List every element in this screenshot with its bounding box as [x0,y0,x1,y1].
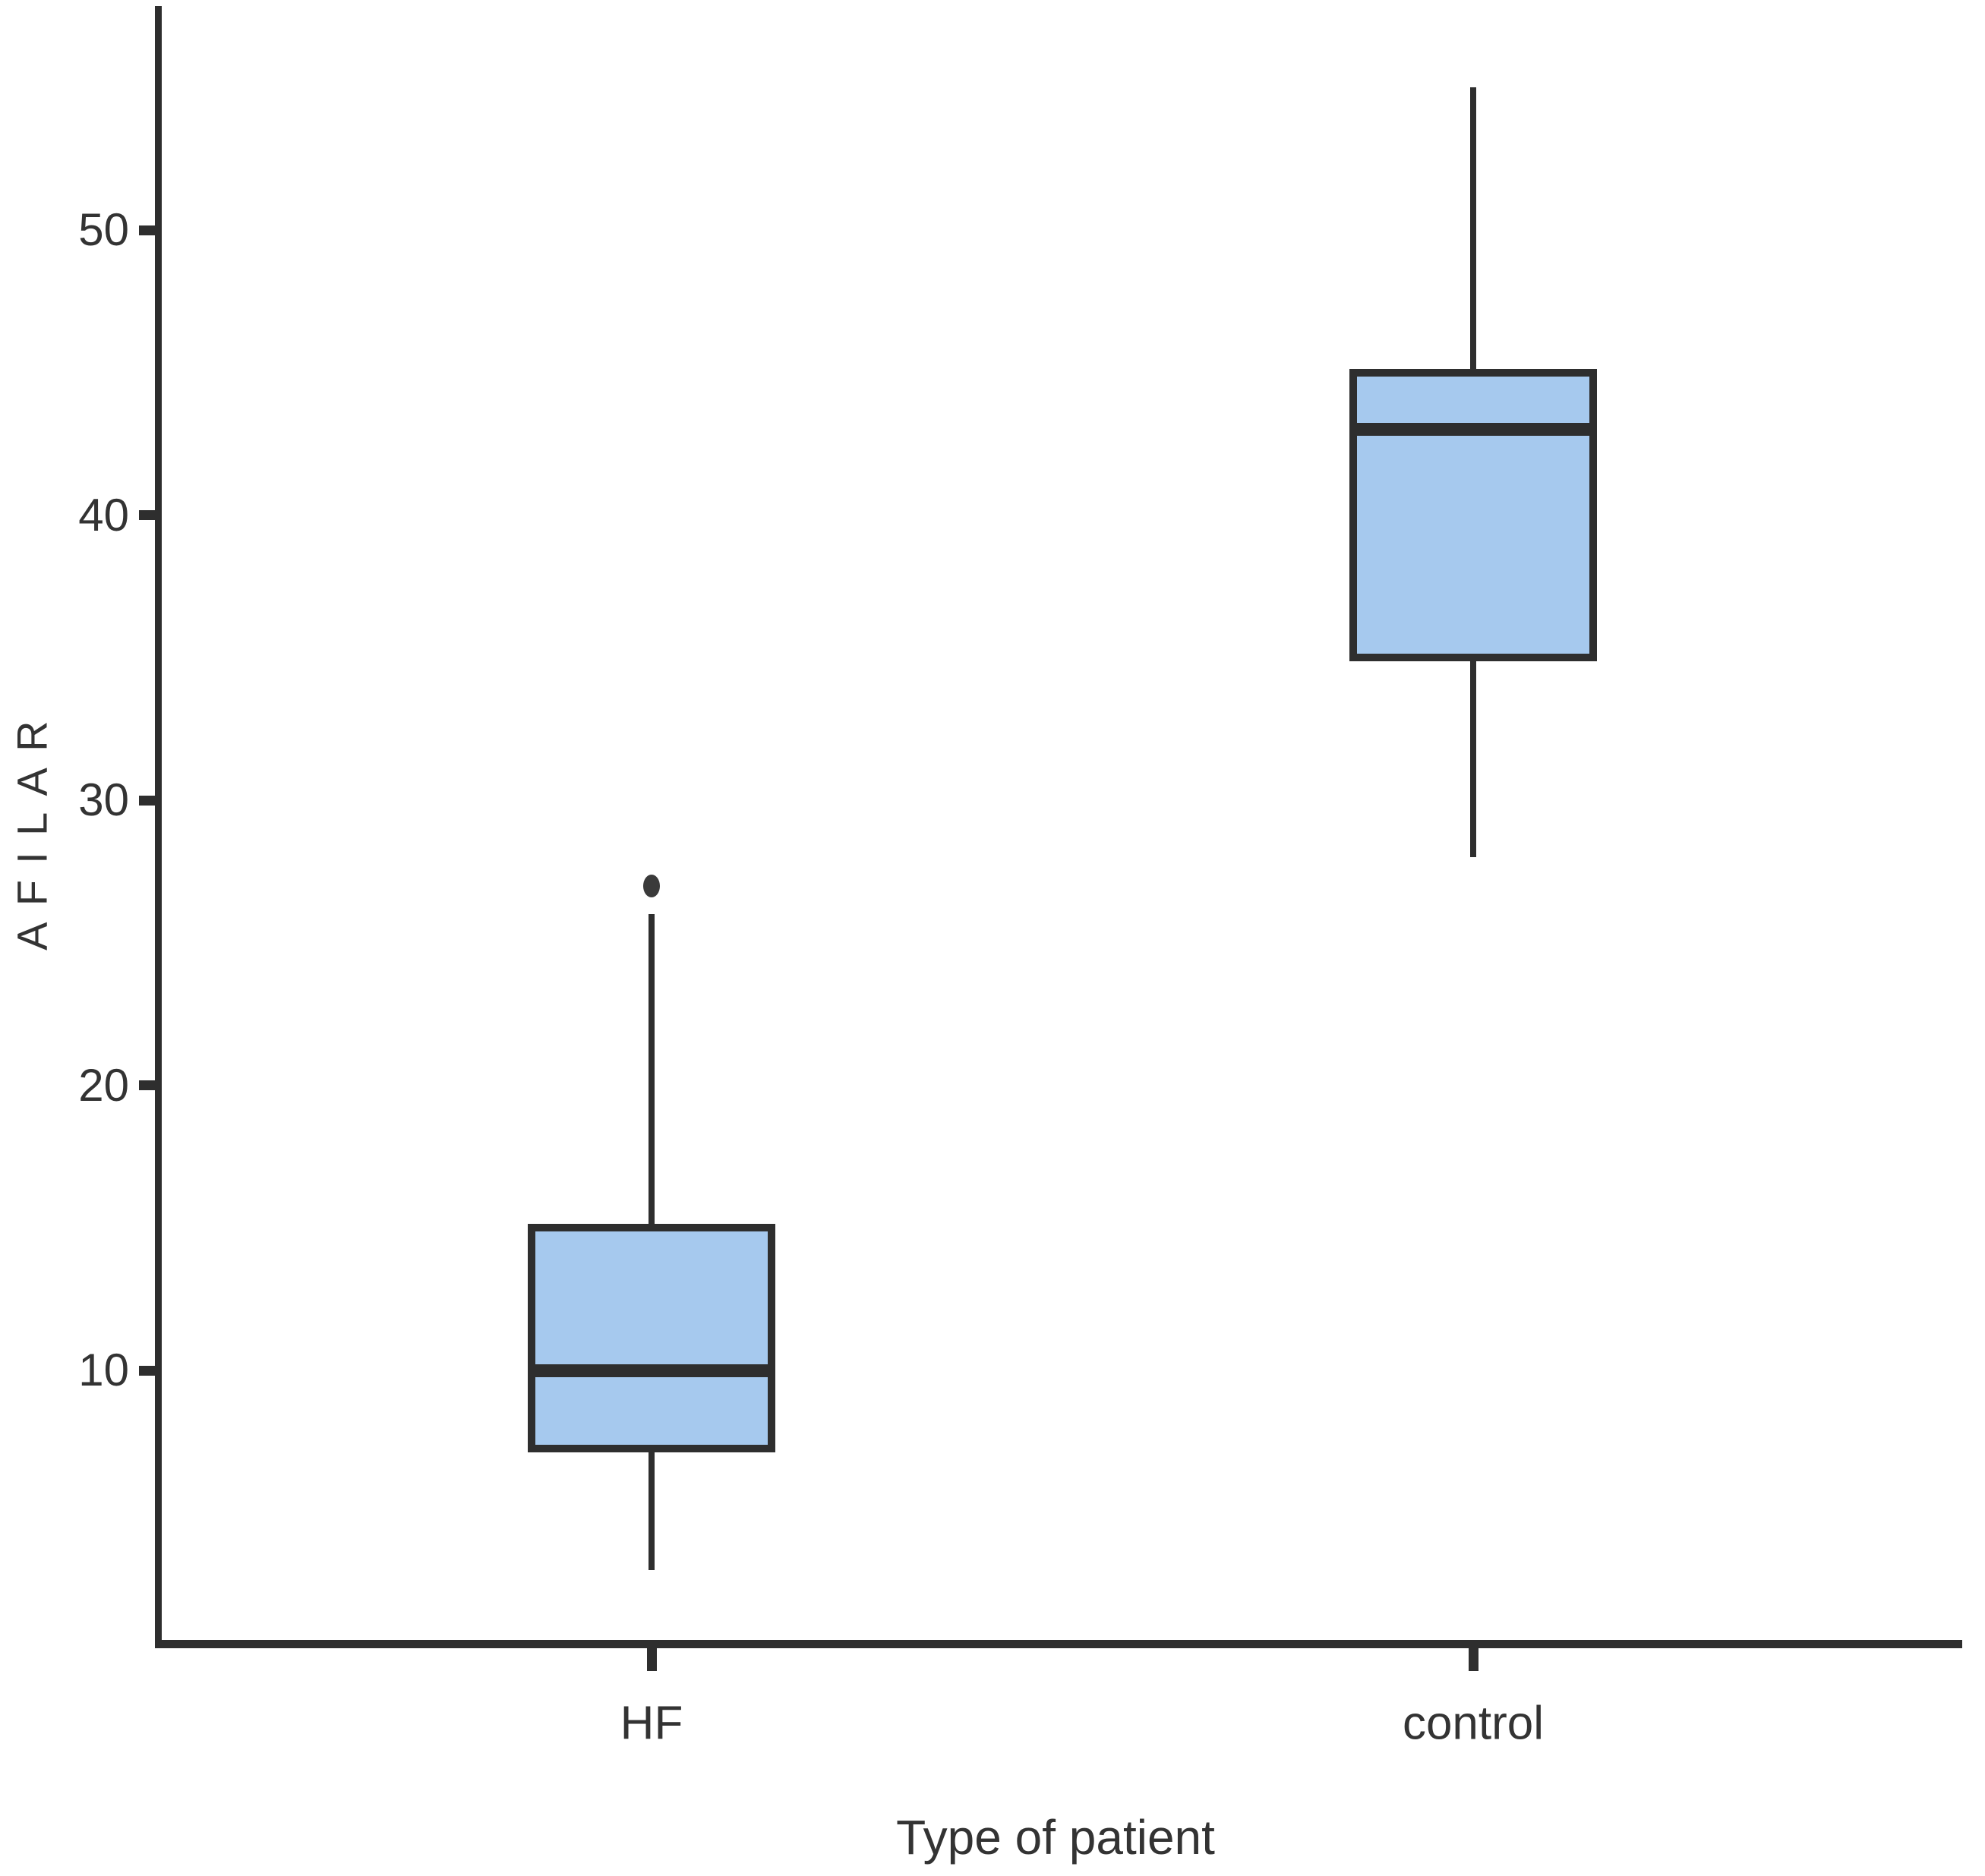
y-tick-label: 20 [78,1059,129,1111]
box [1349,368,1597,662]
outlier-point [643,874,660,897]
y-tick-label: 40 [78,489,129,541]
x-tick-mark [646,1648,657,1671]
y-tick-label: 50 [78,204,129,255]
y-tick-mark [139,225,155,235]
x-axis-line [155,1640,1962,1648]
y-tick-label: 30 [78,774,129,825]
x-tick-label: control [1402,1697,1545,1750]
x-tick-mark [1468,1648,1478,1671]
x-tick-label: HF [620,1697,683,1750]
median-line [528,1364,775,1377]
y-tick-label: 10 [78,1345,129,1395]
box [528,1224,775,1453]
median-line [1349,423,1597,437]
y-axis-line [155,6,162,1648]
y-tick-mark [139,1365,155,1376]
x-axis-label: Type of patient [896,1810,1215,1865]
y-tick-mark [139,510,155,520]
y-tick-mark [139,795,155,806]
y-tick-mark [139,1080,155,1090]
